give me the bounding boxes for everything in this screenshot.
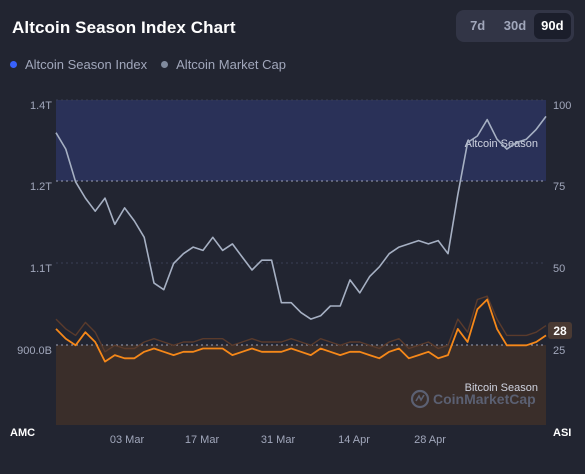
current-value-badge: 28 [548, 322, 572, 339]
x-tick-3: 14 Apr [338, 434, 370, 446]
range-7d-button[interactable]: 7d [470, 18, 486, 33]
altcoin-season-band [56, 100, 546, 181]
x-tick-1: 17 Mar [185, 434, 220, 446]
legend-dot-market-cap [161, 61, 169, 68]
legend-item-altcoin-season-index[interactable]: Altcoin Season Index [10, 57, 147, 72]
x-tick-4: 28 Apr [414, 434, 446, 446]
chart-title: Altcoin Season Index Chart [12, 18, 236, 37]
bitcoin-season-band [56, 345, 546, 425]
watermark-text: CoinMarketCap [433, 391, 536, 407]
legend-label-index: Altcoin Season Index [25, 57, 148, 72]
legend-label-market-cap: Altcoin Market Cap [176, 57, 286, 72]
right-tick-75: 75 [553, 181, 565, 193]
x-tick-2: 31 Mar [261, 434, 296, 446]
coinmarketcap-logo-icon [410, 389, 430, 409]
series-line-altcoin-market-cap [55, 115, 547, 320]
left-tick-3: 900.0B [17, 345, 52, 357]
chart-legend: Altcoin Season Index Altcoin Market Cap [10, 57, 300, 72]
x-tick-0: 03 Mar [110, 434, 145, 446]
right-tick-100: 100 [553, 100, 571, 112]
range-90d-button[interactable]: 90d [533, 13, 571, 39]
legend-dot-index [10, 61, 17, 68]
right-tick-50: 50 [553, 263, 565, 275]
series-line-altcoin-season-index [55, 298, 547, 363]
left-tick-1: 1.2T [30, 181, 52, 193]
left-axis-corner-label: AMC [10, 427, 35, 439]
right-axis-corner-label: ASI [553, 427, 571, 439]
right-tick-25: 25 [553, 345, 565, 357]
watermark: CoinMarketCap [410, 389, 536, 409]
range-30d-button[interactable]: 30d [503, 18, 527, 33]
time-range-selector: 7d 30d 90d [456, 10, 574, 42]
current-value-text: 28 [553, 324, 567, 338]
legend-item-altcoin-market-cap[interactable]: Altcoin Market Cap [161, 57, 286, 72]
series-line-altcoin-market-cap-dim [55, 295, 547, 353]
left-tick-0: 1.4T [30, 100, 52, 112]
left-tick-2: 1.1T [30, 263, 52, 275]
bitcoin-season-label: Bitcoin Season [465, 382, 538, 394]
